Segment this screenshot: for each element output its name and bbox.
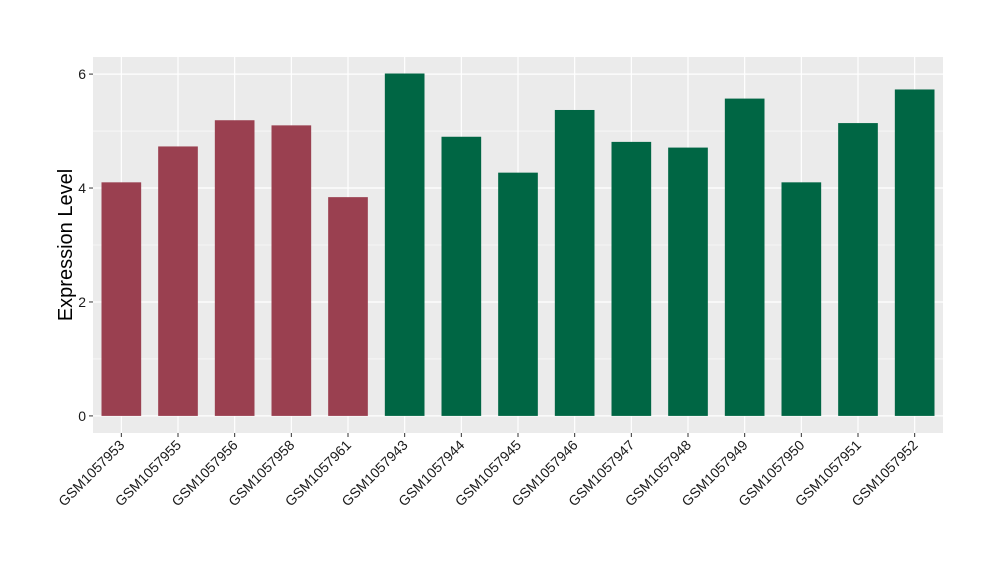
y-tick-label: 4 — [78, 180, 86, 196]
bar-GSM1057958 — [271, 125, 312, 416]
bar-GSM1057953 — [101, 182, 142, 416]
bar-GSM1057945 — [498, 172, 538, 416]
bar-GSM1057956 — [214, 120, 255, 416]
bar-GSM1057955 — [158, 146, 198, 416]
x-axis: GSM1057953GSM1057955GSM1057956GSM1057958… — [55, 433, 921, 509]
y-tick-label: 0 — [78, 408, 86, 424]
y-axis: 0 2 4 6 — [78, 66, 93, 424]
bar-GSM1057952 — [894, 89, 935, 416]
bar-GSM1057944 — [441, 136, 482, 416]
bar-GSM1057950 — [781, 182, 822, 416]
y-tick-label: 6 — [78, 66, 86, 82]
bar-GSM1057949 — [724, 98, 765, 416]
y-axis-title: Expression Level — [55, 169, 77, 321]
y-tick-label: 2 — [78, 294, 86, 310]
bars — [101, 73, 935, 416]
bar-GSM1057946 — [554, 109, 595, 416]
bar-GSM1057948 — [668, 147, 708, 416]
bar-GSM1057947 — [611, 141, 652, 416]
bar-GSM1057951 — [838, 123, 878, 416]
bar-GSM1057961 — [328, 197, 368, 416]
bar-GSM1057943 — [384, 73, 425, 416]
